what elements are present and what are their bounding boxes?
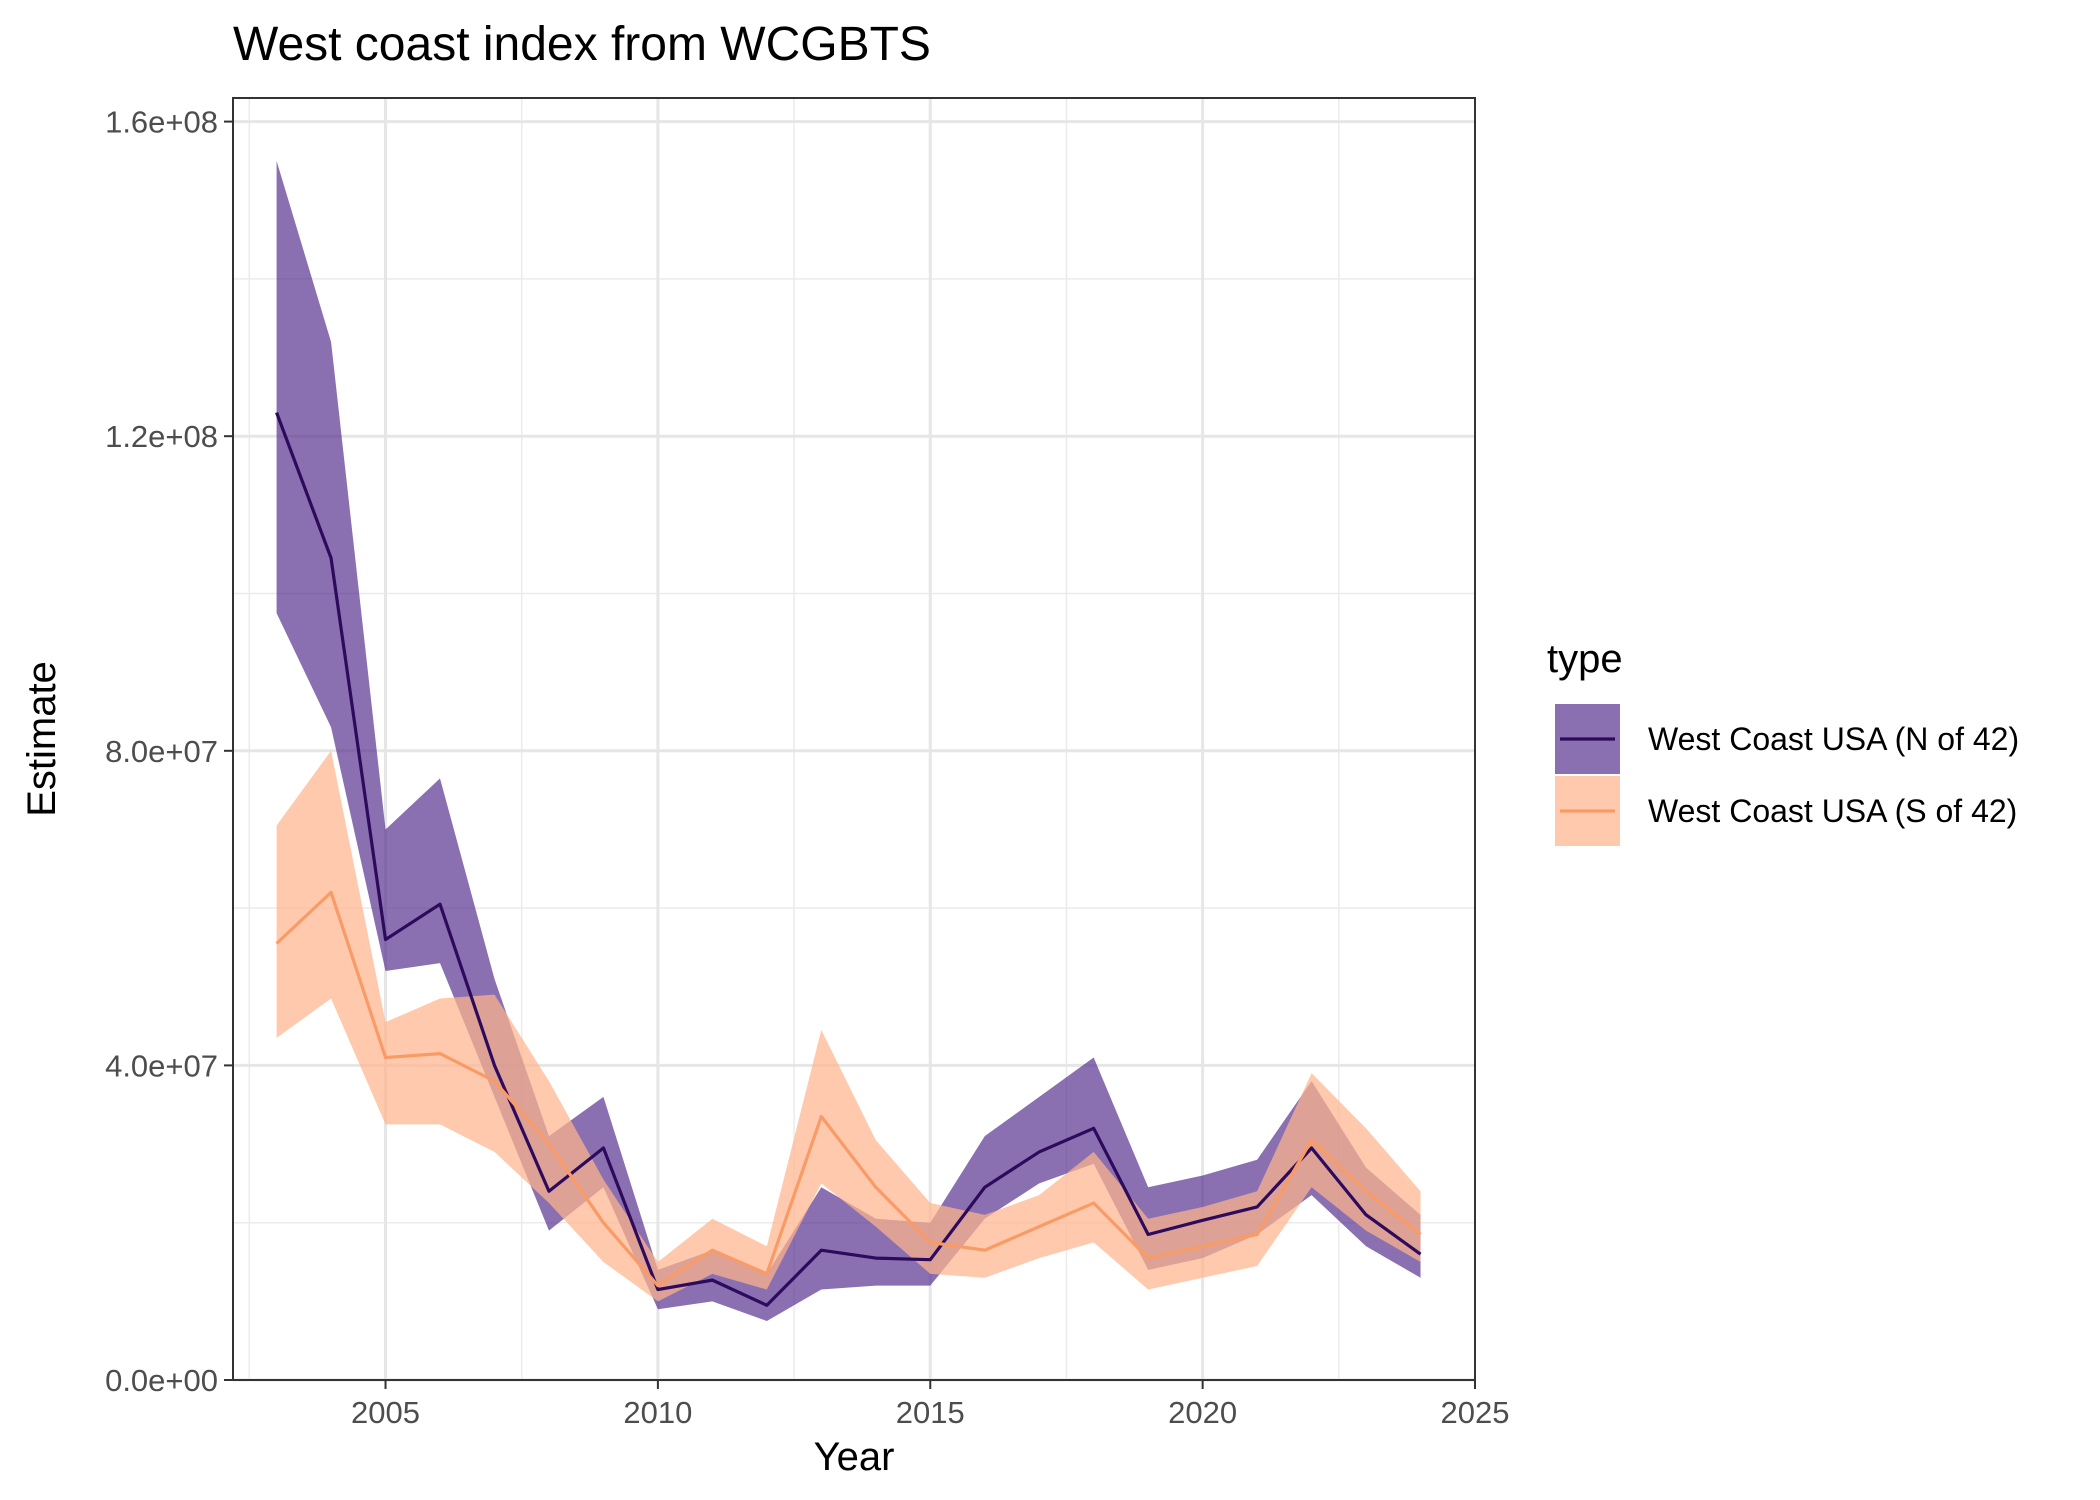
data-point — [438, 902, 442, 906]
y-axis: 0.0e+00 4.0e+07 8.0e+07 1.2e+08 1.6e+08 — [105, 105, 233, 1398]
x-tick-label: 2010 — [623, 1395, 692, 1430]
data-point — [1146, 1232, 1150, 1236]
x-axis: 2005 2010 2015 2020 2025 — [351, 1380, 1509, 1430]
data-point — [275, 941, 279, 945]
series-line-2 — [275, 890, 1422, 1288]
x-tick-label: 2020 — [1168, 1395, 1237, 1430]
x-tick-label: 2025 — [1441, 1395, 1510, 1430]
data-point — [1419, 1252, 1423, 1256]
y-tick-label: 0.0e+00 — [105, 1363, 218, 1398]
data-point — [819, 1115, 823, 1119]
y-axis-title: Estimate — [20, 661, 64, 817]
data-point — [710, 1248, 714, 1252]
x-axis-title: Year — [814, 1435, 895, 1479]
data-point — [1201, 1218, 1205, 1222]
data-point — [710, 1278, 714, 1282]
data-point — [765, 1303, 769, 1307]
data-point — [1201, 1244, 1205, 1248]
data-point — [1146, 1256, 1150, 1260]
data-point — [1419, 1232, 1423, 1236]
series-lines — [275, 411, 1423, 1307]
data-point — [1364, 1213, 1368, 1217]
legend-title: type — [1547, 637, 1623, 681]
data-point — [656, 1288, 660, 1292]
chart-title: West coast index from WCGBTS — [233, 18, 931, 71]
data-point — [601, 1221, 605, 1225]
data-point — [1092, 1126, 1096, 1130]
data-point — [1310, 1146, 1314, 1150]
data-point — [438, 1052, 442, 1056]
data-point — [1037, 1150, 1041, 1154]
data-point — [656, 1284, 660, 1288]
data-point — [601, 1146, 605, 1150]
data-point — [874, 1185, 878, 1189]
data-point — [983, 1185, 987, 1189]
plot-panel-border — [232, 97, 1476, 1381]
series-line-1 — [275, 412, 1422, 1307]
data-point — [765, 1272, 769, 1276]
data-point — [547, 1189, 551, 1193]
legend-label-2: West Coast USA (S of 42) — [1648, 793, 2017, 829]
x-tick-label: 2015 — [896, 1395, 965, 1430]
data-point — [384, 1056, 388, 1060]
data-point — [819, 1248, 823, 1252]
data-point — [1092, 1201, 1096, 1205]
y-tick-label: 1.6e+08 — [105, 105, 218, 140]
legend: type West Coast USA (N of 42) West Coast … — [1547, 637, 2019, 846]
data-point — [492, 1079, 496, 1083]
data-point — [492, 1063, 496, 1067]
data-point — [329, 890, 333, 894]
data-point — [983, 1248, 987, 1252]
data-point — [1310, 1138, 1314, 1142]
data-point — [928, 1240, 932, 1244]
data-point — [547, 1142, 551, 1146]
data-point — [928, 1258, 932, 1262]
data-point — [1255, 1205, 1259, 1209]
y-tick-label: 8.0e+07 — [105, 734, 218, 769]
data-point — [874, 1256, 878, 1260]
y-tick-label: 1.2e+08 — [105, 419, 218, 454]
data-point — [1255, 1232, 1259, 1236]
data-point — [1364, 1189, 1368, 1193]
y-tick-label: 4.0e+07 — [105, 1048, 218, 1083]
x-tick-label: 2005 — [351, 1395, 420, 1430]
data-point — [384, 938, 388, 942]
legend-label-1: West Coast USA (N of 42) — [1648, 721, 2019, 757]
data-point — [275, 411, 279, 415]
data-point — [329, 556, 333, 560]
data-point — [1037, 1225, 1041, 1229]
